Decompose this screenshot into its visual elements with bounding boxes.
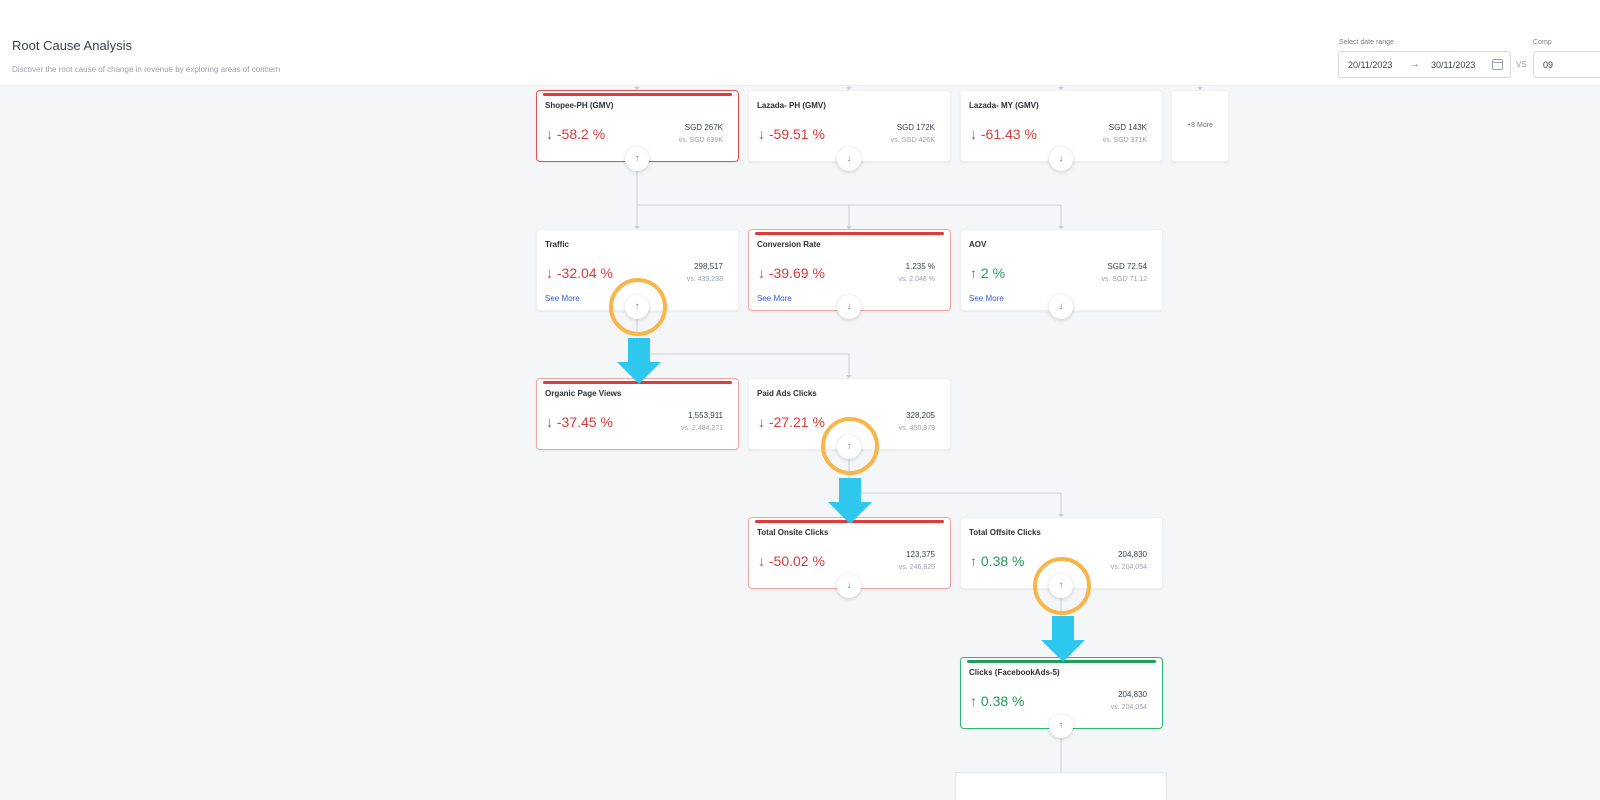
date-range-picker[interactable]: 20/11/2023 → 30/11/2023 [1338, 51, 1511, 78]
card-title: Traffic [545, 240, 570, 249]
card-highlight-bar [543, 93, 732, 96]
calendar-icon[interactable] [1492, 59, 1503, 70]
card-title: Paid Ads Clicks [757, 389, 817, 398]
card-current-value: 204,830 [1118, 690, 1147, 699]
compare-date-picker[interactable]: 09 [1533, 51, 1600, 78]
card-current-value: 1.235 % [905, 262, 935, 271]
card-title: Total Offsite Clicks [969, 528, 1041, 537]
card-current-value: SGD 72.54 [1107, 262, 1147, 271]
right-arrow-icon: → [1409, 58, 1420, 70]
card-current-value: 1,553,911 [688, 411, 723, 420]
page-subtitle: Discover the root cause of change in rev… [12, 65, 281, 74]
card-compare-value: vs. 204,054 [1110, 564, 1147, 571]
card-compare-value: vs. SGD 426K [890, 137, 935, 144]
down-arrow-icon: ↓ [758, 553, 765, 569]
card-current-value: SGD 143K [1108, 123, 1147, 132]
up-arrow-icon: ↑ [970, 265, 977, 281]
card-compare-value: vs. 450,879 [898, 425, 935, 432]
date-range-label: Select date range [1339, 39, 1394, 46]
card-highlight-bar [755, 232, 944, 235]
highlight-circle [821, 417, 879, 475]
card-change-percent: ↑ 0.38 % [970, 693, 1025, 709]
collapse-toggle-up-icon[interactable]: ↑ [625, 147, 649, 171]
up-arrow-icon: ↑ [970, 693, 977, 709]
down-arrow-icon: ↓ [546, 126, 553, 142]
down-arrow-icon: ↓ [970, 126, 977, 142]
card-current-value: 328,205 [906, 411, 935, 420]
expand-toggle-down-icon[interactable]: ↓ [837, 295, 861, 319]
see-more-link[interactable]: See More [757, 294, 792, 303]
page-header: Root Cause Analysis Discover the root ca… [0, 0, 1600, 86]
card-change-percent: ↓ -37.45 % [546, 414, 613, 430]
card-change-percent: ↓ -39.69 % [758, 265, 825, 281]
down-arrow-icon: ↓ [546, 414, 553, 430]
more-card[interactable]: +8 More [1171, 90, 1229, 162]
card-change-percent: ↓ -32.04 % [546, 265, 613, 281]
card-compare-value: vs. 439,238 [686, 276, 723, 283]
down-arrow-icon: ↓ [758, 265, 765, 281]
card-current-value: 123,375 [906, 550, 935, 559]
metric-card-organic-page-views[interactable]: Organic Page Views ↓ -37.45 % 1,553,911 … [536, 378, 739, 450]
expand-toggle-down-icon[interactable]: ↓ [837, 147, 861, 171]
card-compare-value: vs. SGD 639K [678, 137, 723, 144]
card-change-percent: ↓ -61.43 % [970, 126, 1037, 142]
collapse-toggle-up-icon[interactable]: ↑ [1049, 714, 1073, 738]
card-change-percent: ↑ 0.38 % [970, 553, 1025, 569]
see-more-link[interactable]: See More [969, 294, 1004, 303]
card-compare-value: vs. SGD 71.12 [1101, 276, 1147, 283]
card-title: AOV [969, 240, 987, 249]
card-change-percent: ↑ 2 % [970, 265, 1006, 281]
up-arrow-icon: ↑ [970, 553, 977, 569]
card-compare-value: vs. 2,484,271 [680, 425, 723, 432]
down-arrow-icon: ↓ [758, 414, 765, 430]
highlight-circle [609, 278, 667, 336]
card-title: Conversion Rate [757, 240, 821, 249]
card-change-percent: ↓ -59.51 % [758, 126, 825, 142]
card-current-value: SGD 267K [684, 123, 723, 132]
card-title: Total Onsite Clicks [757, 528, 829, 537]
expand-toggle-down-icon[interactable]: ↓ [1049, 295, 1073, 319]
date-end: 30/11/2023 [1431, 60, 1476, 70]
compare-label: Comp [1533, 39, 1552, 46]
card-change-percent: ↓ -27.21 % [758, 414, 825, 430]
date-start: 20/11/2023 [1348, 60, 1393, 70]
down-arrow-icon: ↓ [546, 265, 553, 281]
highlight-circle [1033, 557, 1091, 615]
highlight-down-arrow-icon [828, 478, 872, 524]
more-label: +8 More [1187, 122, 1213, 129]
card-current-value: 204,830 [1118, 550, 1147, 559]
down-arrow-icon: ↓ [758, 126, 765, 142]
compare-date-value: 09 [1543, 60, 1554, 70]
expand-toggle-down-icon[interactable]: ↓ [1049, 147, 1073, 171]
highlight-down-arrow-icon [617, 338, 661, 384]
card-title: Lazada- PH (GMV) [757, 101, 826, 110]
card-compare-value: vs. 246,825 [898, 564, 935, 571]
see-more-link[interactable]: See More [545, 294, 580, 303]
expand-toggle-down-icon[interactable]: ↓ [837, 574, 861, 598]
card-title: Lazada- MY (GMV) [969, 101, 1039, 110]
card-title: Organic Page Views [545, 389, 622, 398]
card-compare-value: vs. 2.048 % [898, 276, 935, 283]
highlight-down-arrow-icon [1041, 616, 1085, 662]
card-compare-value: vs. 204,054 [1110, 704, 1147, 711]
card-current-value: 298,517 [694, 262, 723, 271]
card-current-value: SGD 172K [896, 123, 935, 132]
card-change-percent: ↓ -50.02 % [758, 553, 825, 569]
card-title: Shopee-PH (GMV) [545, 101, 614, 110]
card-compare-value: vs. SGD 371K [1102, 137, 1147, 144]
next-level-card-partial [955, 772, 1167, 800]
card-change-percent: ↓ -58.2 % [546, 126, 606, 142]
card-title: Clicks (FacebookAds-5) [969, 668, 1060, 677]
page-title: Root Cause Analysis [12, 38, 132, 53]
vs-label: VS [1516, 60, 1527, 69]
